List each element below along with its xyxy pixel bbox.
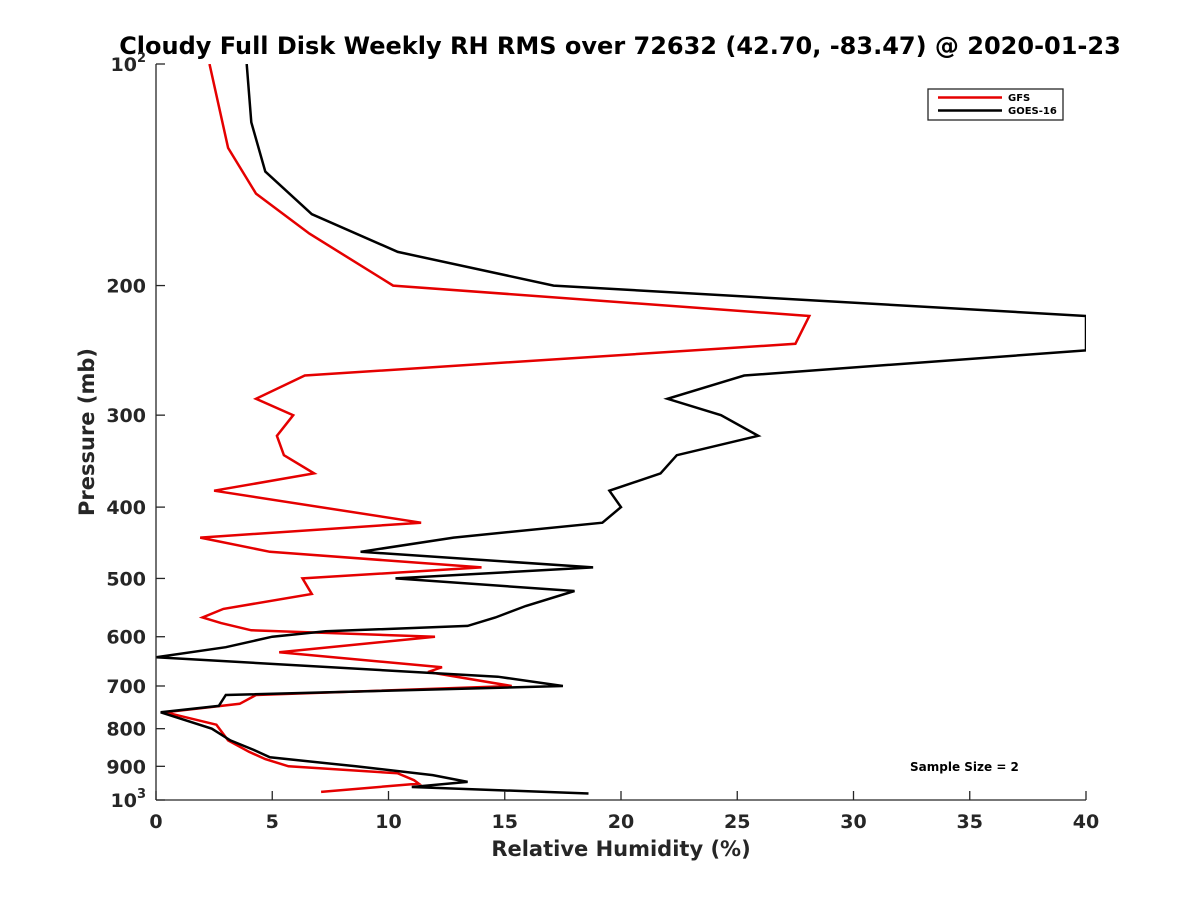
y-tick-label: 400 — [106, 497, 146, 519]
x-tick-label: 30 — [840, 811, 866, 833]
x-tick-label: 10 — [375, 811, 401, 833]
x-tick-label: 15 — [492, 811, 518, 833]
y-axis-label: Pressure (mb) — [75, 348, 99, 516]
plot-frame — [156, 64, 1086, 800]
series-line-goes-16 — [156, 64, 1086, 795]
y-tick-label: 900 — [106, 756, 146, 778]
legend-box — [927, 88, 1064, 121]
chart-title: Cloudy Full Disk Weekly RH RMS over 7263… — [119, 32, 1121, 60]
x-tick-label: 20 — [608, 811, 634, 833]
x-tick-label: 0 — [149, 811, 162, 833]
y-tick-label: 300 — [106, 405, 146, 427]
y-tick-label: 700 — [106, 676, 146, 698]
y-tick-label: 103 — [111, 787, 147, 812]
legend-label-goes-16: GOES-16 — [1008, 106, 1057, 117]
y-tick-label: 800 — [106, 719, 146, 741]
y-tick-label: 102 — [111, 51, 147, 76]
x-tick-label: 35 — [957, 811, 983, 833]
x-axis-label: Relative Humidity (%) — [491, 837, 750, 861]
x-tick-label: 5 — [266, 811, 279, 833]
axes-layer: 0 5 10 15 20 25 30 35 40 102 200 300 400 500 600 700 800… — [106, 51, 1099, 833]
y-tick-label: 500 — [106, 568, 146, 590]
series-line-gfs — [165, 64, 812, 794]
series-layer — [156, 64, 1086, 795]
y-tick-label: 200 — [106, 276, 146, 298]
x-tick-label: 40 — [1073, 811, 1099, 833]
legend: GFS GOES-16 — [927, 88, 1064, 121]
y-tick-label: 600 — [106, 627, 146, 649]
legend-label-gfs: GFS — [1008, 93, 1030, 104]
x-tick-label: 25 — [724, 811, 750, 833]
sample-size-annotation: Sample Size = 2 — [910, 760, 1019, 774]
